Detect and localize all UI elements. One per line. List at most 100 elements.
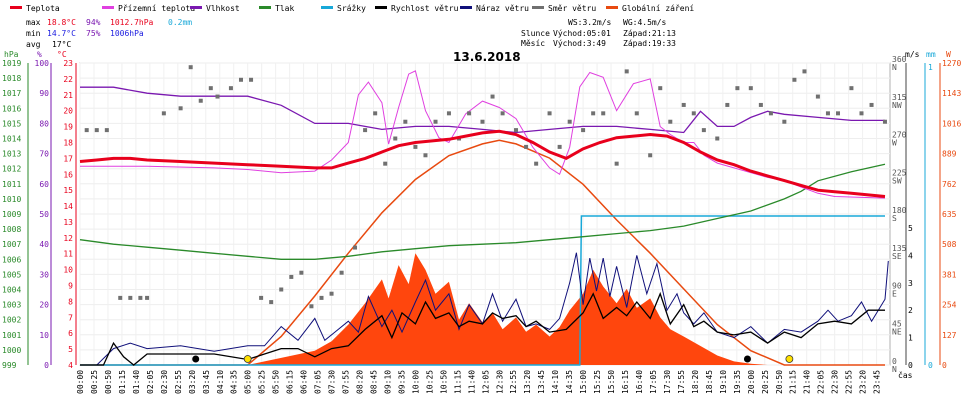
humidity-tick-label: 40 xyxy=(39,240,49,249)
wind-dir-tick-deg: 225 xyxy=(892,168,907,177)
wind-dir-point xyxy=(557,144,562,149)
temperature-tick-label: 13 xyxy=(63,218,73,227)
x-tick-label: 02:55 xyxy=(174,370,183,394)
humidity-tick-label: 70 xyxy=(39,150,49,159)
x-tick-label: 09:35 xyxy=(397,370,406,394)
x-tick-label: 07:30 xyxy=(328,370,337,394)
wind-dir-point xyxy=(547,111,552,116)
wind-dir-tick-deg: 135 xyxy=(892,244,907,253)
stat-ws: WS:3.2m/s xyxy=(568,18,612,27)
wind-dir-point xyxy=(634,111,639,116)
legend: Teplota Přízemní teplota Vlhkost Tlak Srážky… xyxy=(10,4,694,13)
pressure-tick-label: 999 xyxy=(2,361,17,370)
temperature-line xyxy=(79,129,886,198)
pressure-tick-label: 1010 xyxy=(2,195,21,204)
temperature-tick-label: 12 xyxy=(63,234,73,243)
sun-moon-block: WS:3.2m/s WG:4.5m/s Slunce Východ:05:01 … xyxy=(521,18,676,48)
stat-avg-label: avg xyxy=(26,40,41,49)
solar-tick-label: 889 xyxy=(942,150,957,159)
wind-dir-point xyxy=(279,287,284,292)
legend-label-solar: Globální záření xyxy=(622,4,694,13)
pressure-tick-label: 1008 xyxy=(2,225,21,234)
wind-dir-point xyxy=(581,128,586,133)
wind-dir-tick-dir: NW xyxy=(892,101,902,110)
wind-dir-tick-deg: 45 xyxy=(892,319,902,328)
humidity-tick-label: 10 xyxy=(39,331,49,340)
x-tick-label: 16:15 xyxy=(621,370,630,394)
solar-tick-label: 0 xyxy=(942,361,947,370)
solar-tick-label: 762 xyxy=(942,180,957,189)
x-axis-label: čas xyxy=(898,370,913,380)
x-tick-label: 04:35 xyxy=(230,370,239,394)
wind-dir-point xyxy=(514,128,519,133)
humidity-line xyxy=(80,86,885,134)
pressure-tick-label: 1015 xyxy=(2,119,21,128)
wind-dir-point xyxy=(815,94,820,99)
sun-set: Západ:21:13 xyxy=(623,29,676,38)
x-tick-label: 05:00 xyxy=(244,370,253,394)
moon-set: Západ:19:33 xyxy=(623,39,676,48)
legend-swatch-wind_dir xyxy=(532,6,544,9)
wind-dir-point xyxy=(215,94,220,99)
wind-dir-point xyxy=(299,270,304,275)
x-tick-label: 17:55 xyxy=(677,370,686,394)
wind-dir-point xyxy=(748,86,753,91)
moon-label: Měsíc xyxy=(521,39,545,48)
wind-dir-tick-deg: 315 xyxy=(892,93,907,102)
precip-tick-label: 1 xyxy=(928,63,933,72)
x-tick-label: 18:45 xyxy=(705,370,714,394)
wind-dir-point xyxy=(500,111,505,116)
wind-dir-point xyxy=(269,300,274,305)
legend-label-wind_dir: Směr větru xyxy=(548,4,596,13)
pressure-tick-label: 1014 xyxy=(2,135,21,144)
wind-dir-point xyxy=(567,119,572,124)
wind-dir-point xyxy=(178,106,183,111)
wind-dir-point xyxy=(802,69,807,74)
wind-dir-point xyxy=(490,94,495,99)
sun-marker xyxy=(785,355,794,363)
wind-dir-point xyxy=(668,119,673,124)
stat-max-hum: 94% xyxy=(86,18,101,27)
x-tick-label: 23:20 xyxy=(859,370,868,394)
stat-max-rain: 0.2mm xyxy=(168,18,192,27)
wind-dir-tick-deg: 360 xyxy=(892,55,907,64)
pressure-tick-label: 1018 xyxy=(2,74,21,83)
pressure-tick-label: 1007 xyxy=(2,240,21,249)
x-tick-label: 19:10 xyxy=(719,370,728,394)
solar-measured-area xyxy=(80,253,885,365)
x-tick-label: 19:35 xyxy=(733,370,742,394)
temperature-axis-unit: °C xyxy=(57,50,67,59)
x-tick-label: 21:40 xyxy=(803,370,812,394)
wind-dir-point xyxy=(363,128,368,133)
wind-dir-point xyxy=(701,128,706,133)
stat-min-press: 1006hPa xyxy=(110,29,144,38)
wind-dir-point xyxy=(869,102,874,107)
stats-block: max 18.8°C 94% 1012.7hPa 0.2mm min 14.7°… xyxy=(26,18,192,49)
wind-dir-tick-dir: S xyxy=(892,214,897,223)
x-tick-label: 17:05 xyxy=(649,370,658,394)
temperature-tick-label: 15 xyxy=(63,186,73,195)
wind-dir-point xyxy=(859,111,864,116)
precip-line xyxy=(80,215,885,366)
wind-dir-point xyxy=(145,295,150,300)
x-tick-label: 08:45 xyxy=(369,370,378,394)
wind-dir-point xyxy=(423,153,428,158)
wind-dir-point xyxy=(735,86,740,91)
wind-dir-tick-dir: N xyxy=(892,63,897,72)
wind-dir-point xyxy=(161,111,166,116)
x-tick-label: 20:25 xyxy=(761,370,770,394)
temperature-tick-label: 16 xyxy=(63,170,73,179)
x-tick-label: 15:00 xyxy=(579,370,588,394)
x-tick-label: 06:40 xyxy=(300,370,309,394)
pressure-tick-label: 1005 xyxy=(2,270,21,279)
wind-dir-tick-dir: W xyxy=(892,139,897,148)
x-tick-label: 02:30 xyxy=(160,370,169,394)
x-tick-label: 07:05 xyxy=(314,370,323,394)
x-tick-label: 01:40 xyxy=(132,370,141,394)
pressure-axis-unit: hPa xyxy=(4,50,19,59)
wind-dir-point xyxy=(836,111,841,116)
x-tick-label: 13:20 xyxy=(523,370,532,394)
wind-dir-point xyxy=(118,295,123,300)
wind-dir-point xyxy=(259,295,264,300)
legend-label-temperature: Teplota xyxy=(26,4,60,13)
